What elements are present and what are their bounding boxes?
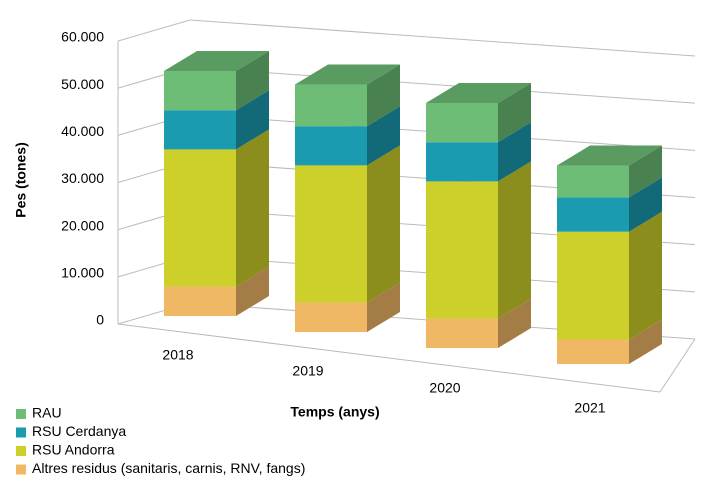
bar-segment [426,103,498,143]
bar-side [236,266,269,316]
bar-segment [295,126,367,166]
bar-side [367,64,400,127]
x-tick-label: 2021 [574,400,605,416]
x-axis-title: Temps (anys) [290,404,379,420]
axis [117,323,661,393]
bar-segment [295,302,367,332]
bar-segment [557,165,629,198]
legend-swatch [16,464,26,475]
bar-segment [426,142,498,182]
y-tick-label: 0 [96,312,104,328]
bar-side [629,145,662,198]
bar-side [367,145,400,303]
y-axis-title: Pes (tones) [13,142,29,217]
bar-side [629,319,662,364]
legend-swatch [16,446,26,456]
bar-segment [557,339,629,364]
y-tick-label: 10.000 [61,265,104,281]
y-tick-label: 60.000 [61,29,104,45]
axis [659,338,696,393]
bar-top [426,83,531,103]
bar-segment [164,149,236,287]
grid-line [189,66,696,104]
x-tick-label: 2018 [162,347,193,363]
bar-side [629,211,662,340]
x-tick-label: 2019 [292,363,323,379]
bar-top [164,51,269,71]
bar-segment [557,231,629,340]
grid-line [189,19,696,57]
bar-top [295,64,400,85]
bar-side [236,90,269,150]
bar-side [498,298,531,348]
bar-side [367,282,400,332]
bar-segment [295,84,367,127]
x-tick-label: 2020 [429,380,460,396]
bar-segment [295,165,367,303]
y-tick-label: 20.000 [61,217,104,233]
y-tick-label: 50.000 [61,76,104,92]
bar-side [236,129,269,287]
bar-side [367,106,400,166]
bar-top [557,145,662,166]
bar-segment [426,318,498,348]
bar-side [498,83,531,143]
bar-segment [164,286,236,316]
legend-swatch [16,409,26,419]
y-tick-label: 40.000 [61,123,104,139]
bar-segment [557,197,629,232]
bar-segment [426,181,498,319]
legend-label: RSU Andorra [32,442,115,458]
bar-side [498,161,531,319]
legend-label: Altres residus (sanitaris, carnis, RNV, … [32,460,305,476]
bar-side [236,51,269,111]
bar-segment [164,110,236,150]
bar-side [629,177,662,232]
bar-segment [164,71,236,111]
legend-swatch [16,427,26,438]
bar-side [498,122,531,182]
legend-label: RSU Cerdanya [32,423,126,439]
grid-line [117,19,191,42]
y-tick-label: 30.000 [61,170,104,186]
legend-label: RAU [32,405,62,421]
